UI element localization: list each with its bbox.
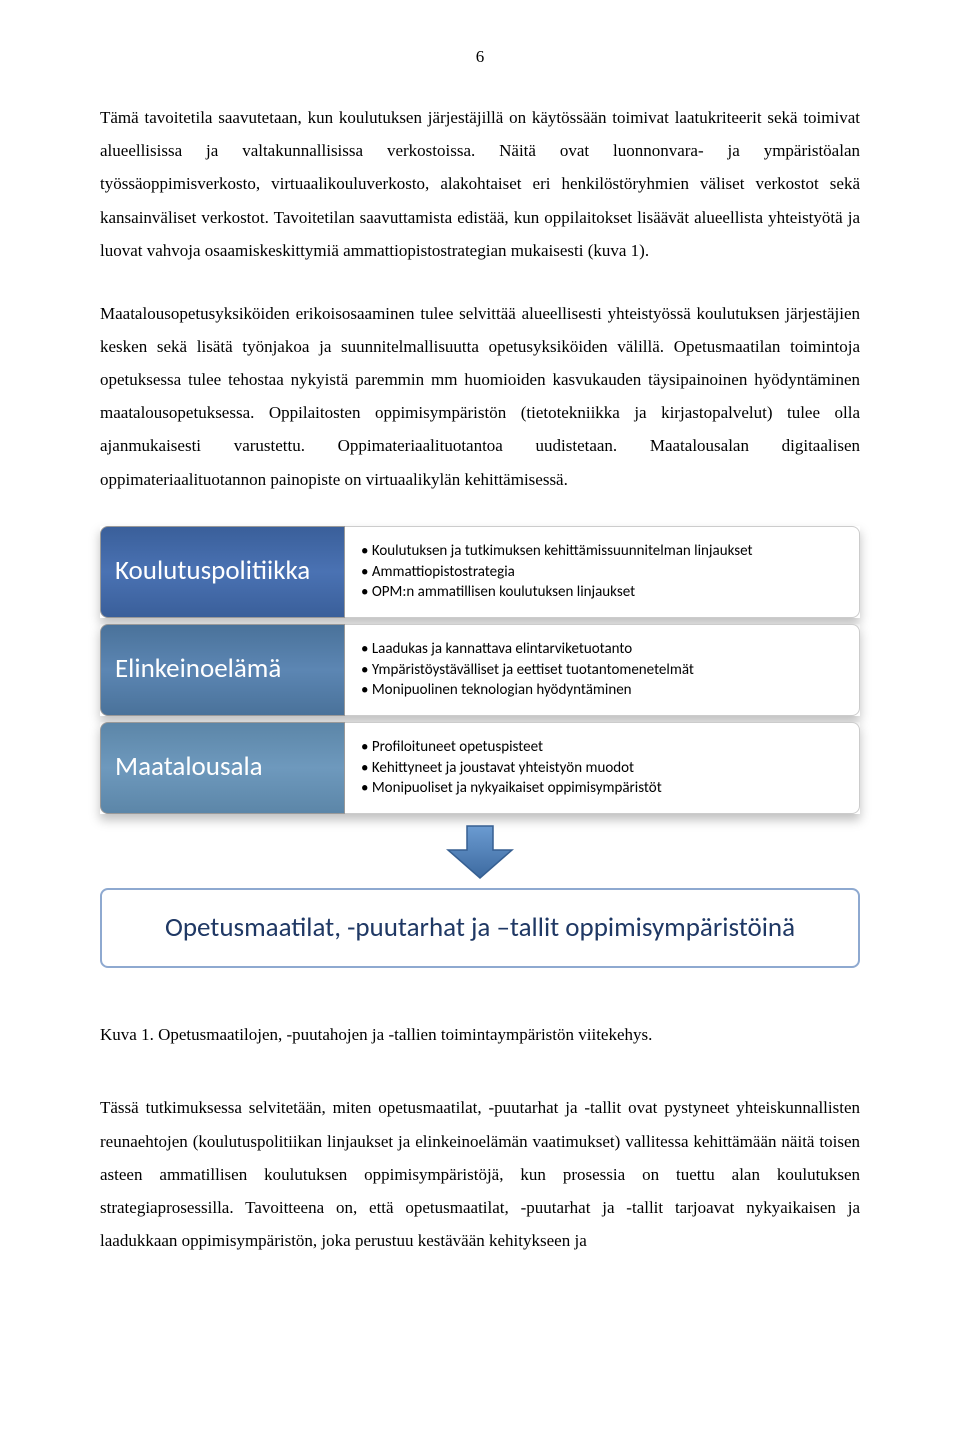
framework-diagram: Koulutuspolitiikka • Koulutuksen ja tutk… [100,526,860,969]
bullet-text: • Koulutuksen ja tutkimuksen kehittämiss… [361,541,843,561]
bullet-text: • OPM:n ammatillisen koulutuksen linjauk… [361,582,843,602]
arrow-down-icon [100,822,860,882]
row-label-koulutuspolitiikka: Koulutuspolitiikka [100,526,345,618]
row-bullets-2: • Laadukas ja kannattava elintarviketuot… [345,624,860,716]
row-bullets-1: • Koulutuksen ja tutkimuksen kehittämiss… [345,526,860,618]
bullet-text: • Kehittyneet ja joustavat yhteistyön mu… [361,758,843,778]
bullet-text: • Ympäristöystävälliset ja eettiset tuot… [361,660,843,680]
diagram-row-3: Maatalousala • Profiloituneet opetuspist… [100,722,860,814]
bullet-text: • Ammattiopistostrategia [361,562,843,582]
row-label-maatalousala: Maatalousala [100,722,345,814]
diagram-row-2: Elinkeinoelämä • Laadukas ja kannattava … [100,624,860,716]
paragraph-3: Tässä tutkimuksessa selvitetään, miten o… [100,1091,860,1257]
bullet-text: • Monipuoliset ja nykyaikaiset oppimisym… [361,778,843,798]
result-box: Opetusmaatilat, -puutarhat ja –tallit op… [100,888,860,969]
diagram-row-1: Koulutuspolitiikka • Koulutuksen ja tutk… [100,526,860,618]
paragraph-2: Maatalousopetusyksiköiden erikoisosaamin… [100,297,860,496]
bullet-text: • Monipuolinen teknologian hyödyntäminen [361,680,843,700]
bullet-text: • Laadukas ja kannattava elintarviketuot… [361,639,843,659]
row-label-elinkeinoelama: Elinkeinoelämä [100,624,345,716]
page-number: 6 [100,40,860,73]
bullet-text: • Profiloituneet opetuspisteet [361,737,843,757]
figure-caption: Kuva 1. Opetusmaatilojen, -puutahojen ja… [100,1018,860,1051]
paragraph-1: Tämä tavoitetila saavutetaan, kun koulut… [100,101,860,267]
row-bullets-3: • Profiloituneet opetuspisteet • Kehitty… [345,722,860,814]
